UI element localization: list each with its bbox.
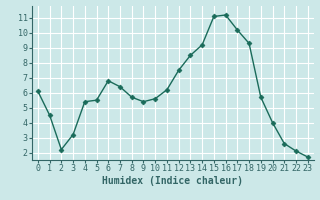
X-axis label: Humidex (Indice chaleur): Humidex (Indice chaleur): [102, 176, 243, 186]
